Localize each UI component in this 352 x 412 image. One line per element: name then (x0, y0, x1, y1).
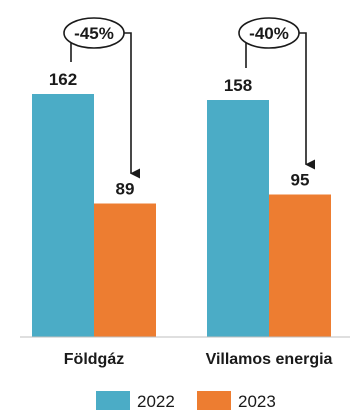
change-label-2: -40% (249, 24, 289, 43)
data-label-2-2022: 158 (224, 76, 252, 95)
data-label-1-2023: 89 (116, 180, 135, 199)
change-label-1: -45% (74, 24, 114, 43)
legend-swatch-2023 (197, 391, 231, 410)
bar-2-2022 (207, 100, 269, 337)
data-label-1-2022: 162 (49, 70, 77, 89)
legend-label-2022: 2022 (137, 392, 175, 411)
bar-2-2023 (269, 194, 331, 337)
data-label-2-2023: 95 (291, 171, 310, 190)
bar-1-2022 (32, 94, 94, 337)
category-label-2: Villamos energia (206, 351, 333, 368)
category-label-1: Földgáz (64, 351, 124, 368)
change-badge-2 (238, 17, 300, 49)
legend-swatch-2022 (96, 391, 130, 410)
bar-1-2023 (94, 203, 156, 337)
change-badge-1 (63, 17, 125, 49)
legend-label-2023: 2023 (238, 392, 276, 411)
